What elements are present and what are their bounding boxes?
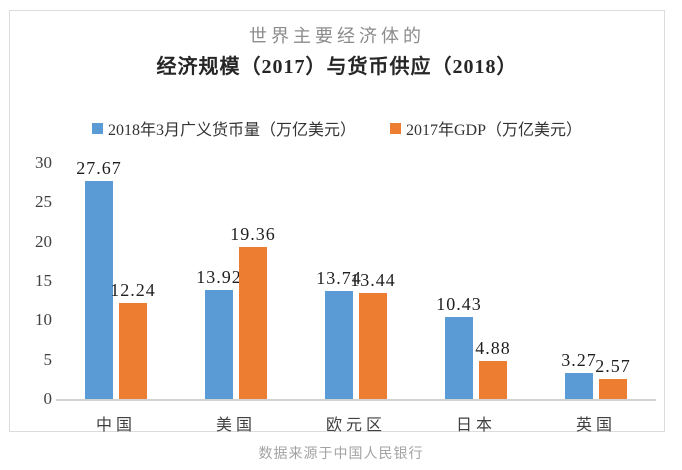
y-tick-label: 10 <box>35 310 52 330</box>
legend-swatch-gdp-icon <box>390 122 401 134</box>
value-label-series0-欧元区: 13.74 <box>316 267 362 288</box>
x-axis-label-中国: 中国 <box>95 417 136 434</box>
y-tick-label: 30 <box>35 153 52 172</box>
y-tick-label: 0 <box>43 389 53 408</box>
value-label-series1-英国: 2.57 <box>595 355 631 376</box>
bar-series1-英国 <box>599 378 627 399</box>
plot-area: 27.67 12.24 13.92 19.36 13.74 13.44 10.43 4.88 3… <box>56 158 656 399</box>
source-note: 数据来源于中国人民银行 <box>258 445 424 461</box>
bar-series0-英国 <box>565 373 593 399</box>
bar-chart: 0 5 10 15 20 25 30 27.67 12.24 13.92 19.36 13.74 13… <box>10 11 664 434</box>
bar-series1-美国 <box>239 246 267 399</box>
bar-series0-日本 <box>445 316 473 399</box>
value-label-series1-中国: 12.24 <box>110 279 156 300</box>
bar-series0-欧元区 <box>325 290 353 399</box>
chart-frame: 世界主要经济体的 经济规模（2017）与货币供应（2018） 2018年3月广义… <box>9 10 665 434</box>
x-axis-label-英国: 英国 <box>575 417 616 434</box>
legend-item-m2: 2018年3月广义货币量（万亿美元） <box>91 116 356 140</box>
x-axis-line <box>56 399 656 401</box>
y-tick-label: 25 <box>35 192 52 212</box>
legend-swatch-m2-icon <box>91 122 103 134</box>
x-axis-label-美国: 美国 <box>215 417 256 434</box>
legend-label-gdp: 2017年GDP（万亿美元） <box>406 122 583 139</box>
y-tick-label: 20 <box>35 231 52 251</box>
bar-series0-美国 <box>205 289 233 399</box>
legend-label-m2: 2018年3月广义货币量（万亿美元） <box>107 122 356 139</box>
chart-title: 经济规模（2017）与货币供应（2018） <box>156 56 518 78</box>
y-tick-label: 15 <box>35 271 52 290</box>
value-label-series0-英国: 3.27 <box>561 350 597 371</box>
x-axis-label-欧元区: 欧元区 <box>325 417 386 434</box>
bar-series1-中国 <box>119 302 147 399</box>
bar-series1-欧元区 <box>359 293 387 399</box>
bar-series0-中国 <box>85 181 113 399</box>
y-tick-label: 5 <box>43 349 53 369</box>
x-axis-label-日本: 日本 <box>455 417 496 434</box>
chart-subtitle: 世界主要经济体的 <box>249 26 425 46</box>
legend-item-gdp: 2017年GDP（万亿美元） <box>390 116 582 140</box>
value-label-series0-日本: 10.43 <box>436 293 482 314</box>
value-label-series0-中国: 27.67 <box>76 158 122 179</box>
value-label-series1-日本: 4.88 <box>475 337 511 358</box>
value-label-series0-美国: 13.92 <box>196 266 242 287</box>
value-label-series1-美国: 19.36 <box>230 223 276 244</box>
value-label-series1-欧元区: 13.44 <box>350 270 396 291</box>
legend: 2018年3月广义货币量（万亿美元） 2017年GDP（万亿美元） <box>10 116 664 140</box>
bar-series1-日本 <box>479 360 507 399</box>
